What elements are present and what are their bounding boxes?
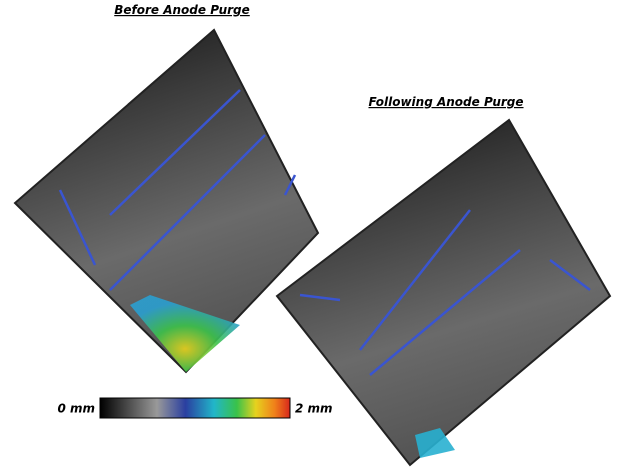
colorbar-min: 0 mm [57, 402, 95, 416]
figure: Before Anode Purge Following Anode Purge… [0, 0, 618, 468]
colorbar-max: 2 mm [295, 402, 333, 416]
colorbar: 0 mm 2 mm [57, 398, 332, 418]
panel-title: Following Anode Purge [368, 95, 523, 109]
panel-title: Before Anode Purge [114, 3, 250, 17]
image-before [15, 30, 318, 372]
